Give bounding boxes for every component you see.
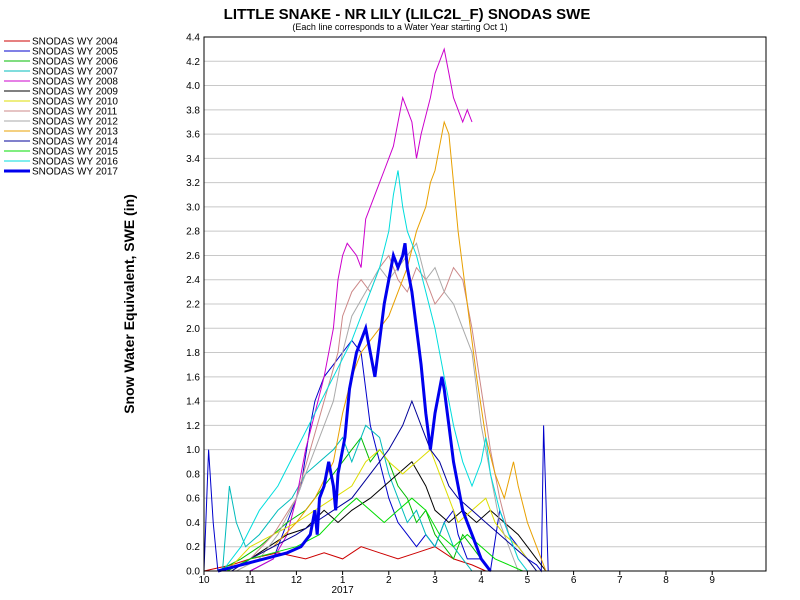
y-axis-ticks: 0.0 0.2 0.4 0.6 0.8 1.0 1.2 1.4 1.6 1.8 2.0 2.2 2.4 2… [186,33,200,578]
series-group [203,47,549,573]
series-line-wy-2013 [231,120,547,572]
plot-frame [203,36,767,572]
legend-label: SNODAS WY 2010 [32,97,118,108]
series-line-wy-2014 [231,399,537,572]
x-axis-ticks: 10 11 12 1 2 3 4 5 6 7 8 9 [198,571,715,586]
series-line-wy-2005 [203,339,549,573]
series-line-wy-2008 [249,47,473,572]
y-tick-label: 2.2 [186,300,200,311]
series-line-wy-2011 [231,254,528,572]
x-tick-label: 4 [478,575,484,586]
y-tick-label: 2.6 [186,251,200,262]
x-tick-label: 2 [386,575,392,586]
legend-label: SNODAS WY 2015 [32,147,118,158]
y-tick-label: 1.0 [186,445,200,456]
x-tick-label: 6 [571,575,577,586]
chart-title: LITTLE SNAKE - NR LILY (LILC2L_F) SNODAS… [224,6,591,23]
x-tick-label: 1 [340,575,346,586]
y-tick-label: 3.4 [186,154,200,165]
y-tick-label: 1.4 [186,397,200,408]
x-tick-label: 3 [432,575,438,586]
y-tick-label: 1.8 [186,348,200,359]
y-tick-label: 4.2 [186,57,200,68]
y-axis-label: Snow Water Equivalent, SWE (in) [121,194,137,414]
legend-label: SNODAS WY 2006 [32,57,118,68]
x-tick-label: 7 [617,575,623,586]
series-line-wy-2015 [226,497,524,572]
chart-subtitle: (Each line corresponds to a Water Year s… [292,22,507,32]
y-tick-label: 1.2 [186,421,200,432]
legend-label: SNODAS WY 2016 [32,157,118,168]
x-tick-label: 10 [198,575,210,586]
y-tick-label: 2.8 [186,227,200,238]
series-line-wy-2009 [226,461,547,572]
x-tick-label: 12 [291,575,303,586]
y-tick-label: 3.0 [186,202,200,213]
y-tick-label: 0.0 [186,567,200,578]
y-tick-label: 2.0 [186,324,200,335]
y-tick-label: 3.6 [186,130,200,141]
series-line-wy-2017 [217,243,492,573]
legend-label: SNODAS WY 2014 [32,137,118,148]
legend-label: SNODAS WY 2017 [32,167,118,178]
legend-label: SNODAS WY 2007 [32,67,118,78]
y-tick-label: 0.8 [186,469,200,480]
y-tick-label: 4.4 [186,33,200,44]
x-tick-label: 11 [245,575,256,586]
x-tick-label: 5 [525,575,531,586]
legend-label: SNODAS WY 2012 [32,117,118,128]
y-tick-label: 0.2 [186,542,200,553]
y-tick-label: 0.4 [186,518,200,529]
y-tick-label: 1.6 [186,372,200,383]
series-line-wy-2007 [222,424,473,572]
legend-label: SNODAS WY 2008 [32,77,118,88]
grid [204,36,766,572]
y-tick-label: 3.8 [186,105,200,116]
y-tick-label: 0.6 [186,494,200,505]
series-line-wy-2016 [222,170,528,572]
y-tick-label: 3.2 [186,178,200,189]
legend-label: SNODAS WY 2004 [32,37,118,48]
legend-label: SNODAS WY 2011 [32,107,118,118]
x-tick-label: 8 [663,575,669,586]
legend-label: SNODAS WY 2013 [32,127,118,138]
x-year-label: 2017 [331,585,354,596]
y-tick-label: 4.0 [186,81,200,92]
y-tick-label: 2.4 [186,275,200,286]
legend-label: SNODAS WY 2009 [32,87,118,98]
series-line-wy-2010 [226,448,537,572]
legend-label: SNODAS WY 2005 [32,47,118,58]
x-tick-label: 9 [709,575,715,586]
